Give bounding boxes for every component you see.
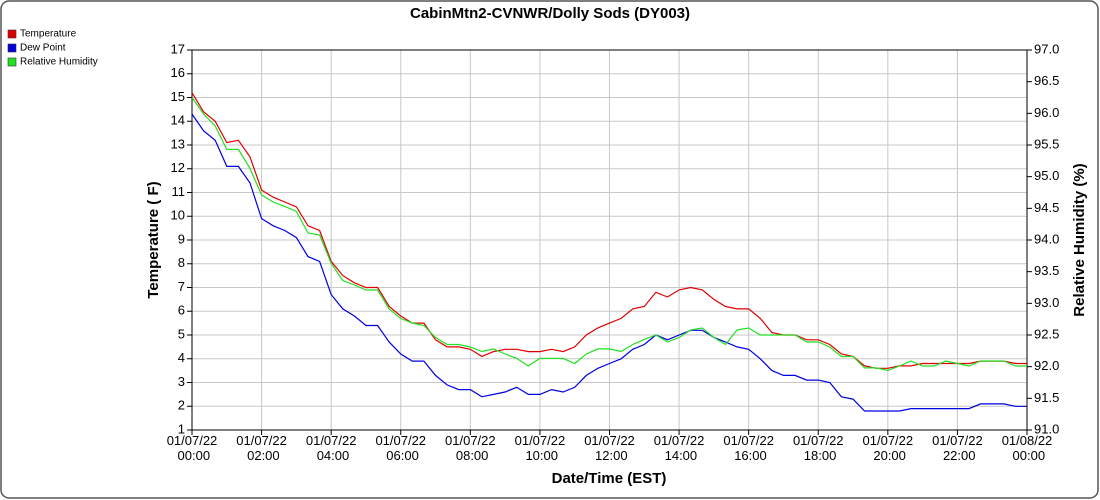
y2-tick-label: 93.5 xyxy=(1034,263,1059,278)
x-tick-label: 01/07/22 22:00 xyxy=(932,433,983,463)
y-axis-label: Temperature ( F) xyxy=(145,181,162,298)
x-tick-date: 01/07/22 xyxy=(932,433,983,448)
x-tick-time: 14:00 xyxy=(661,448,697,463)
legend-swatch xyxy=(7,57,17,67)
y-tick-label: 11 xyxy=(172,184,186,199)
series-line xyxy=(191,92,1027,369)
x-tick-time: 16:00 xyxy=(731,448,767,463)
legend-label: Dew Point xyxy=(20,43,66,54)
y2-tick-label: 92.5 xyxy=(1034,326,1059,341)
y-tick-label: 8 xyxy=(178,255,185,270)
x-tick-time: 12:00 xyxy=(591,448,627,463)
y-tick-label: 13 xyxy=(171,136,185,151)
x-tick-date: 01/07/22 xyxy=(236,433,287,448)
x-tick-label: 01/07/22 12:00 xyxy=(584,433,635,463)
y-tick-label: 14 xyxy=(171,113,185,128)
x-tick-time: 06:00 xyxy=(383,448,419,463)
chart-title: CabinMtn2-CVNWR/Dolly Sods (DY003) xyxy=(410,5,690,22)
y2-tick-label: 91.5 xyxy=(1034,390,1059,405)
series-line xyxy=(191,113,1027,412)
plot-border xyxy=(191,49,1028,431)
x-tick-label: 01/07/22 04:00 xyxy=(306,433,357,463)
y-tick-label: 6 xyxy=(178,303,185,318)
x-tick-time: 22:00 xyxy=(939,448,975,463)
x-tick-label: 01/07/22 10:00 xyxy=(515,433,566,463)
x-tick-time: 20:00 xyxy=(870,448,906,463)
x-tick-label: 01/07/22 06:00 xyxy=(375,433,426,463)
y2-axis-label: Relative Humidity (%) xyxy=(1071,163,1088,316)
y2-tick-label: 92.0 xyxy=(1034,358,1059,373)
x-tick-time: 00:00 xyxy=(1009,448,1045,463)
x-tick-time: 02:00 xyxy=(244,448,280,463)
y2-tick-label: 94.5 xyxy=(1034,200,1059,215)
x-tick-date: 01/07/22 xyxy=(167,433,218,448)
legend-swatch xyxy=(7,29,17,39)
y2-tick-label: 91.0 xyxy=(1034,421,1059,436)
y2-tick-label: 96.0 xyxy=(1034,105,1059,120)
x-tick-label: 01/07/22 14:00 xyxy=(654,433,705,463)
y-tick-label: 17 xyxy=(171,41,185,56)
x-tick-date: 01/07/22 xyxy=(584,433,635,448)
y-tick-label: 3 xyxy=(178,374,185,389)
y-tick-label: 15 xyxy=(171,89,185,104)
legend-swatch xyxy=(7,43,17,53)
x-tick-label: 01/07/22 20:00 xyxy=(863,433,914,463)
x-tick-date: 01/07/22 xyxy=(306,433,357,448)
y-tick-label: 2 xyxy=(178,398,185,413)
x-tick-time: 18:00 xyxy=(800,448,836,463)
y2-tick-label: 95.5 xyxy=(1034,136,1059,151)
x-tick-label: 01/07/22 16:00 xyxy=(723,433,774,463)
y-tick-label: 16 xyxy=(171,65,185,80)
y2-tick-label: 93.0 xyxy=(1034,295,1059,310)
legend-label: Temperature xyxy=(20,29,77,40)
legend-label: Relative Humidity xyxy=(20,57,98,68)
x-tick-date: 01/07/22 xyxy=(445,433,496,448)
y2-tick-label: 95.0 xyxy=(1034,168,1059,183)
y-tick-label: 9 xyxy=(178,231,185,246)
x-tick-date: 01/07/22 xyxy=(723,433,774,448)
x-tick-date: 01/07/22 xyxy=(375,433,426,448)
y2-tick-label: 96.5 xyxy=(1034,73,1059,88)
x-tick-label: 01/08/22 00:00 xyxy=(1002,433,1053,463)
x-tick-date: 01/08/22 xyxy=(1002,433,1053,448)
x-tick-time: 00:00 xyxy=(174,448,210,463)
x-tick-time: 10:00 xyxy=(522,448,558,463)
y-tick-label: 5 xyxy=(178,326,185,341)
x-tick-date: 01/07/22 xyxy=(515,433,566,448)
x-tick-time: 08:00 xyxy=(452,448,488,463)
x-tick-label: 01/07/22 00:00 xyxy=(167,433,218,463)
x-tick-date: 01/07/22 xyxy=(793,433,844,448)
y2-tick-label: 97.0 xyxy=(1034,41,1059,56)
x-axis-label: Date/Time (EST) xyxy=(552,470,667,487)
y-tick-label: 1 xyxy=(178,421,185,436)
y-tick-label: 4 xyxy=(178,350,185,365)
x-tick-label: 01/07/22 18:00 xyxy=(793,433,844,463)
y-tick-label: 7 xyxy=(178,279,185,294)
y2-tick-label: 94.0 xyxy=(1034,231,1059,246)
x-tick-time: 04:00 xyxy=(313,448,349,463)
y-tick-label: 12 xyxy=(171,160,185,175)
x-tick-label: 01/07/22 08:00 xyxy=(445,433,496,463)
x-tick-label: 01/07/22 02:00 xyxy=(236,433,287,463)
x-tick-date: 01/07/22 xyxy=(654,433,705,448)
series-line xyxy=(191,97,1027,372)
y-tick-label: 10 xyxy=(171,208,185,223)
x-tick-date: 01/07/22 xyxy=(863,433,914,448)
